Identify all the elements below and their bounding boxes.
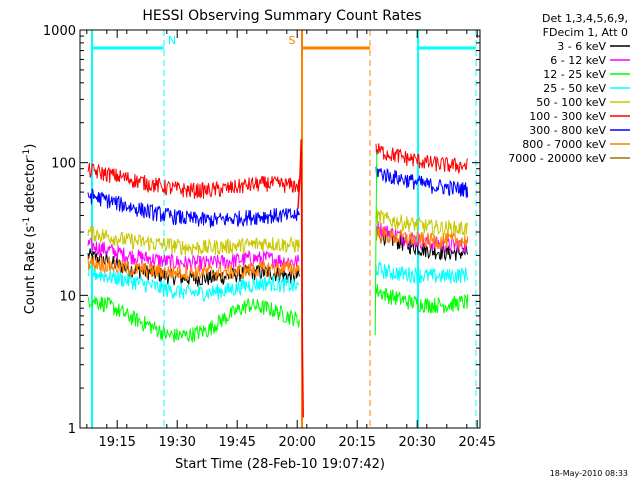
x-axis-label: Start Time (28-Feb-10 19:07:42)	[175, 457, 385, 472]
series-line	[375, 260, 469, 284]
series-line	[375, 166, 469, 198]
legend-label: 25 - 50 keV	[543, 82, 606, 95]
flare-spike-line	[297, 139, 304, 418]
series-line	[87, 237, 300, 272]
series-line	[375, 283, 469, 314]
legend-label: 12 - 25 keV	[543, 68, 606, 81]
top-flag-label: N	[168, 34, 176, 47]
x-tick-label: 19:15	[98, 435, 135, 450]
y-tick-label: 1	[68, 422, 76, 437]
legend-label: 50 - 100 keV	[536, 96, 606, 109]
y-tick-label: 1000	[43, 24, 76, 39]
x-tick-label: 19:45	[218, 435, 255, 450]
legend-label: 100 - 300 keV	[529, 110, 606, 123]
chart-title: HESSI Observing Summary Count Rates	[142, 8, 421, 24]
series-line	[375, 226, 469, 249]
series-line	[87, 225, 300, 256]
legend-label: 3 - 6 keV	[557, 40, 606, 53]
legend-label: 800 - 7000 keV	[522, 138, 606, 151]
plot-frame	[79, 29, 481, 429]
series-line	[87, 263, 300, 302]
series-line	[87, 187, 300, 228]
legend-label: 7000 - 20000 keV	[508, 152, 606, 165]
legend-header: Det 1,3,4,5,6,9,	[542, 12, 628, 25]
y-tick-label: 10	[59, 289, 76, 304]
legend-label: 6 - 12 keV	[550, 54, 606, 67]
series-line	[87, 296, 300, 343]
x-tick-label: 19:30	[158, 435, 195, 450]
recovery-spike-line	[374, 152, 378, 336]
series-line	[87, 248, 300, 287]
legend-header: FDecim 1, Att 0	[543, 26, 628, 39]
series-line	[375, 143, 469, 175]
series-line	[87, 255, 300, 281]
legend-label: 300 - 800 keV	[529, 124, 606, 137]
top-flag-label: S	[289, 34, 296, 47]
x-tick-label: 20:30	[398, 435, 435, 450]
y-axis-label: Count Rate (s-1 detector-1)	[22, 144, 38, 315]
footer-timestamp: 18-May-2010 08:33	[550, 469, 628, 478]
x-tick-label: 20:45	[458, 435, 495, 450]
x-tick-label: 20:00	[278, 435, 315, 450]
x-tick-label: 20:15	[338, 435, 375, 450]
series-line	[87, 162, 300, 199]
y-tick-label: 100	[51, 157, 76, 172]
